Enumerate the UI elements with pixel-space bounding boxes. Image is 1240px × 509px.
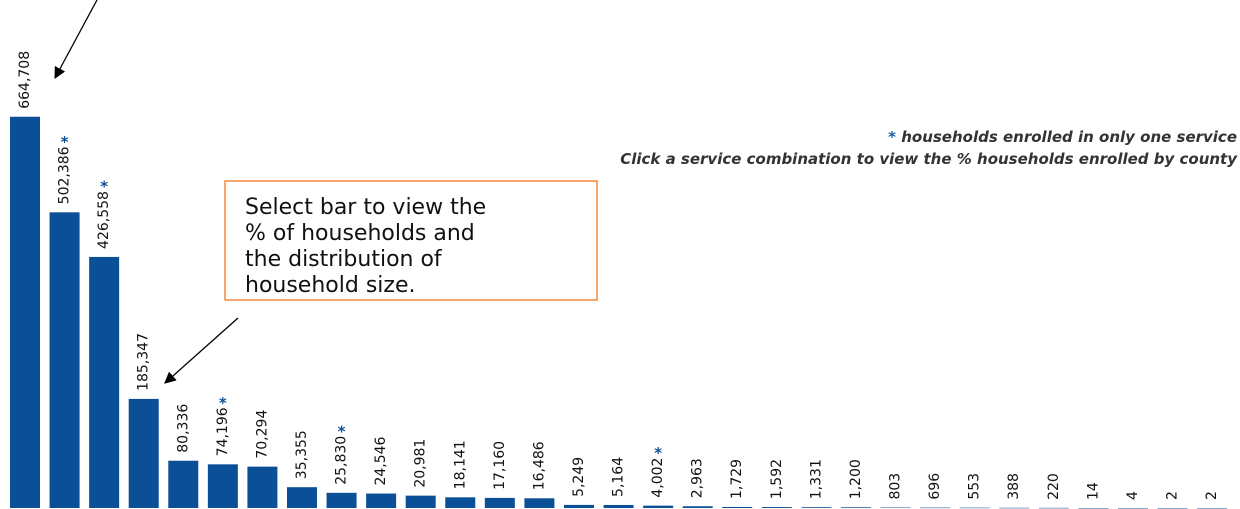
bar[interactable] [920, 507, 951, 509]
value-label: 4 [1125, 491, 1141, 500]
marker: * [100, 178, 108, 196]
value-label: 388 [1006, 473, 1022, 500]
bar[interactable] [89, 256, 120, 508]
bar[interactable] [840, 507, 871, 508]
note-text: households enrolled in only one service [901, 128, 1237, 146]
bar[interactable] [959, 507, 990, 509]
bar[interactable] [128, 398, 159, 508]
bar[interactable] [682, 506, 713, 508]
bar[interactable] [49, 212, 80, 509]
value-label: 16,486 [531, 441, 547, 490]
value-label: 5,164 [611, 457, 627, 497]
value-label: 2,963 [690, 458, 706, 498]
bar[interactable] [722, 506, 753, 508]
bar[interactable] [801, 507, 832, 508]
instruction: Click a service combination to view the … [620, 150, 1238, 168]
bar[interactable] [1157, 507, 1188, 509]
bar[interactable] [880, 507, 911, 509]
bar[interactable] [484, 497, 515, 508]
marker: * [654, 444, 662, 462]
value-label: 25,830 [334, 436, 350, 485]
value-label: 185,347 [136, 333, 152, 391]
callout-line: Select bar to view the [245, 195, 486, 220]
bar[interactable] [286, 487, 317, 508]
bar[interactable] [999, 507, 1030, 509]
callout: Select bar to view the% of households an… [245, 195, 486, 298]
bar[interactable] [1038, 507, 1069, 509]
arrow [54, 0, 98, 80]
callout-line: % of households and [245, 221, 475, 246]
note: * households enrolled in only one servic… [888, 128, 1237, 146]
value-label: 2 [1204, 491, 1220, 500]
bar[interactable] [643, 505, 674, 508]
value-label: 1,729 [729, 459, 745, 499]
value-label: 17,160 [492, 441, 508, 490]
value-label: 80,336 [175, 404, 191, 453]
value-label: 803 [888, 473, 904, 500]
bar[interactable] [603, 504, 634, 508]
value-label: 20,981 [413, 439, 429, 488]
value-label: 502,386 [57, 146, 73, 204]
value-label: 2 [1165, 491, 1181, 500]
value-label: 18,141 [452, 440, 468, 489]
value-label: 4,002 [650, 458, 666, 498]
bar[interactable] [1117, 507, 1148, 509]
bar[interactable] [247, 466, 278, 508]
callout-line: household size. [245, 273, 415, 298]
bar[interactable] [366, 493, 397, 508]
bar[interactable] [168, 460, 199, 508]
bar[interactable] [1078, 507, 1109, 509]
value-label: 553 [967, 473, 983, 500]
marker: * [338, 422, 346, 440]
bar[interactable] [10, 116, 40, 509]
bar[interactable] [207, 464, 238, 508]
value-label: 24,546 [373, 436, 389, 485]
bar[interactable] [445, 497, 476, 508]
value-label: 70,294 [254, 410, 270, 459]
marker: * [61, 133, 69, 151]
value-label: 1,592 [769, 459, 785, 499]
callout-line: the distribution of [245, 247, 443, 272]
bar[interactable] [1197, 507, 1228, 509]
note-marker: * [888, 128, 896, 146]
bar[interactable] [563, 504, 594, 508]
value-label: 1,200 [848, 459, 864, 499]
bar[interactable] [524, 498, 555, 508]
value-label: 1,331 [808, 459, 824, 499]
value-label: 14 [1085, 482, 1101, 500]
value-label: 74,196 [215, 407, 231, 456]
bar[interactable] [405, 495, 436, 508]
arrow [164, 317, 239, 384]
bar[interactable] [326, 492, 357, 508]
value-label: 426,558 [96, 191, 112, 249]
marker: * [219, 394, 227, 412]
callout-box [224, 180, 598, 301]
bar[interactable] [761, 507, 792, 508]
value-label: 35,355 [294, 430, 310, 479]
value-label: 220 [1046, 473, 1062, 500]
value-label: 5,249 [571, 457, 587, 497]
value-label: 664,708 [17, 51, 33, 109]
value-label: 696 [927, 473, 943, 500]
